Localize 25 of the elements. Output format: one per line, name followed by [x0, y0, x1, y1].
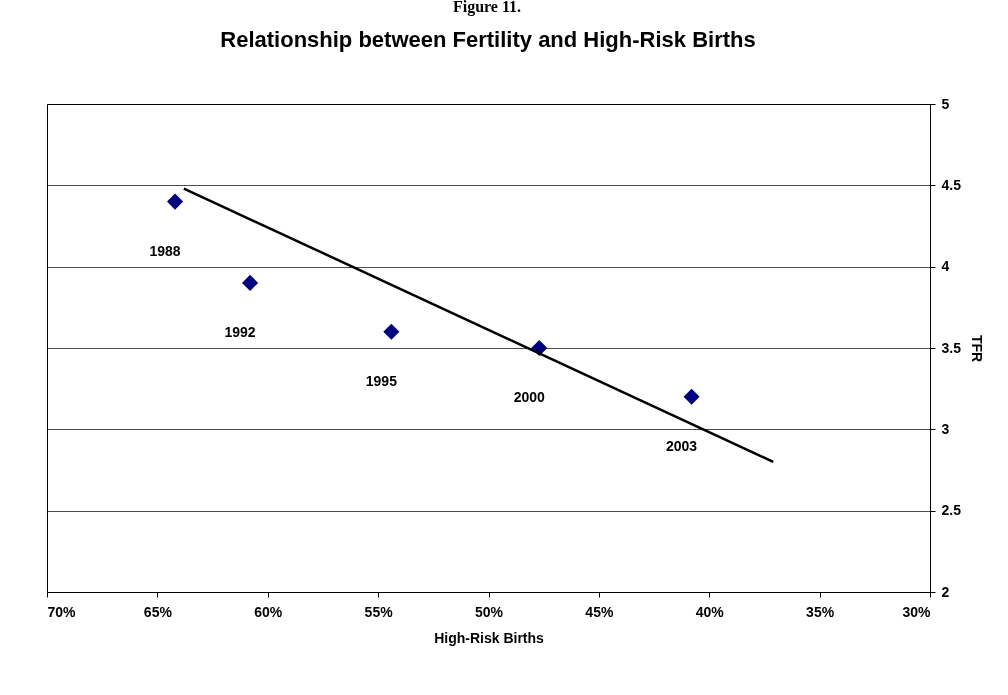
y-tick-label: 3: [941, 420, 950, 437]
annotation: 1995: [365, 372, 398, 389]
y-tick-label: 5: [941, 95, 950, 112]
annotation: 2000: [513, 389, 546, 405]
y-tick-label: 4.5: [941, 176, 962, 193]
annotation: 1988: [149, 242, 181, 259]
y-tick-label: 2: [941, 583, 950, 600]
x-tick-label: 30%: [902, 603, 932, 620]
x-tick-label: 55%: [364, 603, 394, 620]
chart-title: Relationship between Fertility and High-Risk Births: [220, 27, 756, 52]
y-tick-label: 4: [941, 258, 950, 275]
annotation: 2003: [666, 437, 698, 454]
x-tick-label: 70%: [47, 603, 77, 620]
x-tick-label: 65%: [143, 603, 173, 620]
x-tick-label: 40%: [695, 603, 725, 620]
x-tick-label: 35%: [806, 603, 835, 620]
y-tick-label: 2.5: [941, 502, 962, 519]
y-axis-title: TFR: [968, 334, 985, 363]
x-tick-label: 50%: [474, 603, 504, 620]
x-axis-title: High-Risk Births: [434, 629, 545, 646]
annotation: 1992: [224, 323, 256, 340]
x-tick-label: 45%: [585, 603, 614, 620]
y-tick-label: 3.5: [941, 339, 962, 356]
x-tick-label: 60%: [254, 603, 283, 620]
caption: Figure 11.: [452, 0, 522, 16]
